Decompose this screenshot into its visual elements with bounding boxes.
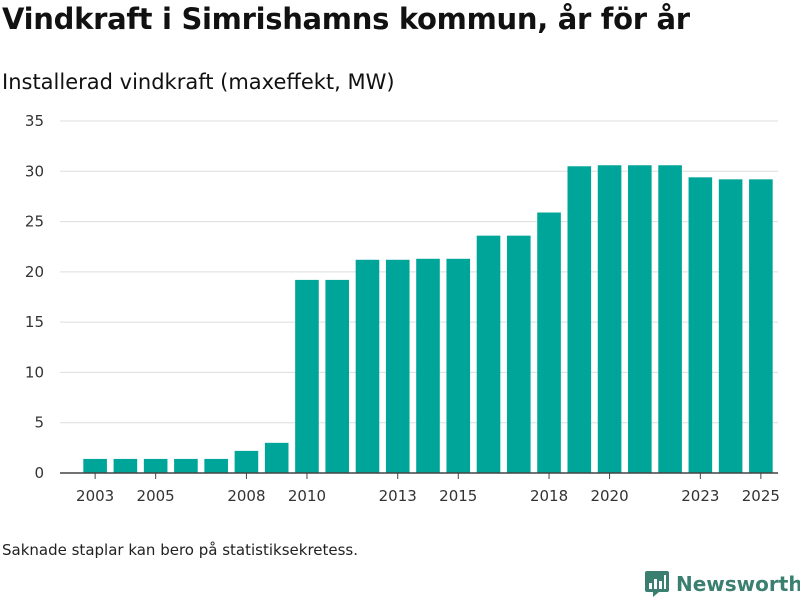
chart-subtitle: Installerad vindkraft (maxeffekt, MW)	[2, 70, 395, 94]
bar-2025	[749, 179, 773, 473]
brand-name: Newsworthy	[676, 572, 800, 596]
bar-2012	[355, 259, 380, 473]
x-tick-label: 2008	[227, 487, 265, 505]
newsworthy-brand[interactable]: Newsworthy	[644, 567, 800, 601]
y-tick-label: 15	[25, 313, 44, 331]
bar-2011	[325, 279, 350, 473]
footnote: Saknade staplar kan bero på statistiksek…	[2, 541, 359, 559]
bar-2007	[204, 458, 228, 473]
bar-2009	[264, 442, 289, 473]
y-tick-label: 5	[34, 414, 44, 432]
bar-2003	[83, 458, 107, 473]
x-axis-labels: 2003 2005 2008 2010 2013 2015 2018 2020 2023 2025	[76, 473, 780, 505]
x-tick-label: 2010	[288, 487, 326, 505]
x-tick-label: 2003	[76, 487, 114, 505]
bar-2022	[658, 165, 682, 473]
bar-2010	[295, 279, 319, 473]
x-tick-label: 2020	[590, 487, 628, 505]
bar-2006	[174, 458, 198, 473]
y-tick-label: 35	[25, 112, 44, 130]
bar-2004	[113, 458, 138, 473]
y-tick-label: 0	[34, 464, 44, 482]
bar-2021	[628, 165, 652, 473]
bar-2016	[476, 235, 501, 473]
y-tick-label: 25	[25, 213, 44, 231]
bar-2015	[446, 258, 471, 473]
bar-2018	[537, 212, 561, 473]
x-tick-label: 2005	[137, 487, 175, 505]
chart-title: Vindkraft i Simrishamns kommun, år för å…	[2, 2, 690, 36]
x-tick-label: 2013	[379, 487, 417, 505]
y-tick-label: 20	[25, 263, 44, 281]
bar-2023	[688, 177, 713, 473]
bar-2020	[597, 165, 622, 473]
y-tick-label: 10	[25, 363, 44, 381]
bars	[83, 165, 773, 473]
x-tick-label: 2018	[530, 487, 568, 505]
x-tick-label: 2025	[742, 487, 780, 505]
bar-2013	[385, 259, 410, 473]
x-tick-label: 2023	[681, 487, 719, 505]
bar-2024	[718, 179, 743, 473]
y-axis-labels: 0 5 10 15 20 25 30 35	[25, 112, 44, 482]
bar-2017	[506, 235, 531, 473]
y-tick-label: 30	[25, 162, 44, 180]
bar-2014	[416, 258, 440, 473]
x-tick-label: 2015	[439, 487, 477, 505]
bar-2019	[567, 166, 592, 473]
bar-2008	[234, 450, 259, 473]
newsworthy-logo-icon	[645, 571, 669, 597]
bar-2005	[143, 458, 168, 473]
